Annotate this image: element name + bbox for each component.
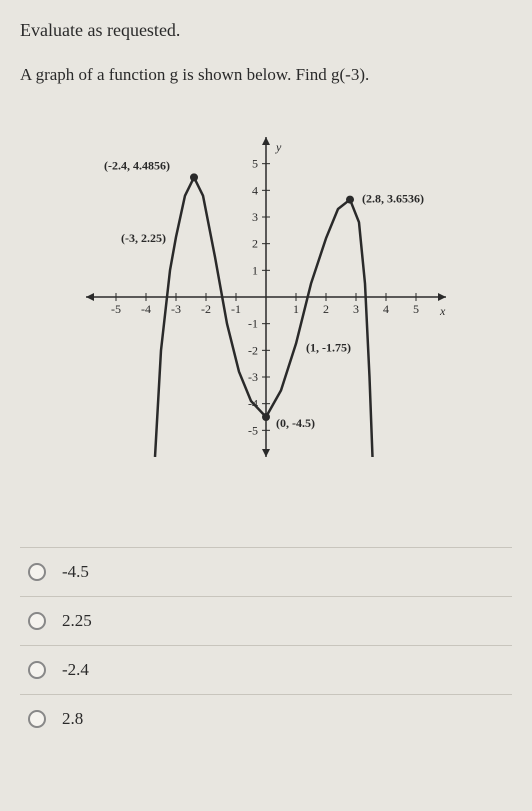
svg-text:1: 1	[252, 263, 258, 277]
option-row[interactable]: 2.25	[20, 596, 512, 645]
svg-text:-2: -2	[201, 302, 211, 316]
svg-text:(0, -4.5): (0, -4.5)	[276, 416, 315, 430]
svg-text:-3: -3	[248, 370, 258, 384]
option-row[interactable]: -4.5	[20, 547, 512, 596]
svg-text:5: 5	[252, 157, 258, 171]
svg-text:-2: -2	[248, 343, 258, 357]
radio-icon	[28, 661, 46, 679]
option-row[interactable]: 2.8	[20, 694, 512, 743]
svg-text:(1, -1.75): (1, -1.75)	[306, 341, 351, 355]
option-row[interactable]: -2.4	[20, 645, 512, 694]
svg-text:(-2.4, 4.4856): (-2.4, 4.4856)	[104, 158, 170, 172]
radio-icon	[28, 710, 46, 728]
svg-text:-1: -1	[248, 317, 258, 331]
svg-text:(2.8, 3.6536): (2.8, 3.6536)	[362, 192, 424, 206]
svg-text:3: 3	[353, 302, 359, 316]
option-label: -2.4	[62, 660, 89, 680]
svg-text:-4: -4	[141, 302, 151, 316]
svg-text:4: 4	[252, 183, 258, 197]
svg-text:-3: -3	[171, 302, 181, 316]
svg-text:(-3, 2.25): (-3, 2.25)	[121, 231, 166, 245]
option-label: 2.8	[62, 709, 83, 729]
svg-text:3: 3	[252, 210, 258, 224]
svg-text:-5: -5	[111, 302, 121, 316]
svg-text:2: 2	[252, 237, 258, 251]
svg-text:4: 4	[383, 302, 389, 316]
radio-icon	[28, 612, 46, 630]
instruction-text: Evaluate as requested.	[20, 18, 512, 43]
svg-text:-1: -1	[231, 302, 241, 316]
svg-text:y: y	[275, 140, 282, 154]
function-graph: -5-4-3-2-112345-5-4-3-2-112345xy(-2.4, 4…	[56, 107, 476, 487]
graph-container: -5-4-3-2-112345-5-4-3-2-112345xy(-2.4, 4…	[20, 107, 512, 487]
svg-text:2: 2	[323, 302, 329, 316]
option-label: -4.5	[62, 562, 89, 582]
svg-text:x: x	[439, 304, 446, 318]
radio-icon	[28, 563, 46, 581]
prompt-text: A graph of a function g is shown below. …	[20, 63, 512, 87]
option-label: 2.25	[62, 611, 92, 631]
svg-text:1: 1	[293, 302, 299, 316]
options-list: -4.5 2.25 -2.4 2.8	[20, 547, 512, 743]
svg-text:-5: -5	[248, 423, 258, 437]
svg-text:5: 5	[413, 302, 419, 316]
